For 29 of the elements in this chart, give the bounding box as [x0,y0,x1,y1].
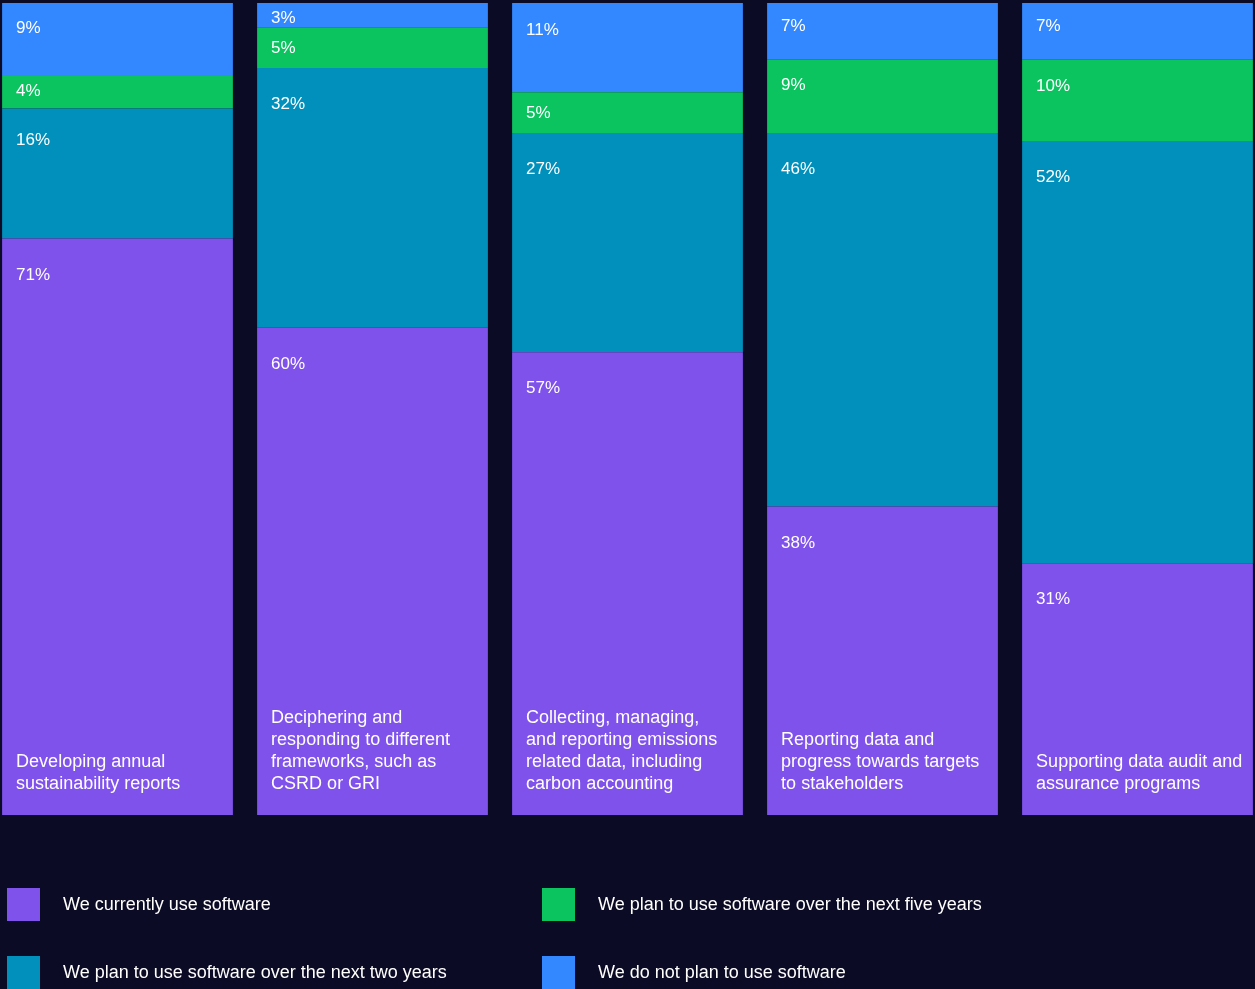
data-label: 9% [781,74,806,94]
legend-label: We plan to use software over the next five years [598,893,982,915]
data-label: 31% [1036,589,1071,609]
data-label: 46% [781,159,816,179]
data-label: 3% [271,8,296,28]
data-label: 52% [1036,167,1071,187]
data-label: 38% [781,532,816,552]
x-tick-label: Reporting data and progress towards targets to stakeholders [781,729,980,793]
data-label: 16% [16,130,51,150]
data-label: 7% [1036,16,1061,36]
x-tick-label: Collecting, managing, and reporting emissions related data, including carbon accounting [526,707,718,793]
data-label: 60% [271,353,306,373]
data-label: 27% [526,159,561,179]
data-label: 10% [1036,75,1071,95]
legend-label: We do not plan to use software [598,961,846,983]
data-label: 32% [271,94,306,114]
data-label: 5% [526,103,551,123]
legend-label: We plan to use software over the next two years [63,961,447,983]
data-label: 4% [16,81,41,101]
x-tick-label: Supporting data audit and assurance programs [1036,751,1243,793]
data-label: 9% [16,17,41,37]
data-label: 57% [526,378,561,398]
data-label: 7% [781,16,806,36]
data-label: 5% [271,38,296,58]
data-label: 71% [16,264,51,284]
x-tick-label: Deciphering and responding to different frameworks, such as CSRD or GRI [271,707,450,793]
x-tick-label: Developing annual sustainability reports [16,751,181,793]
legend-label: We currently use software [63,893,271,915]
data-label: 11% [526,19,559,39]
